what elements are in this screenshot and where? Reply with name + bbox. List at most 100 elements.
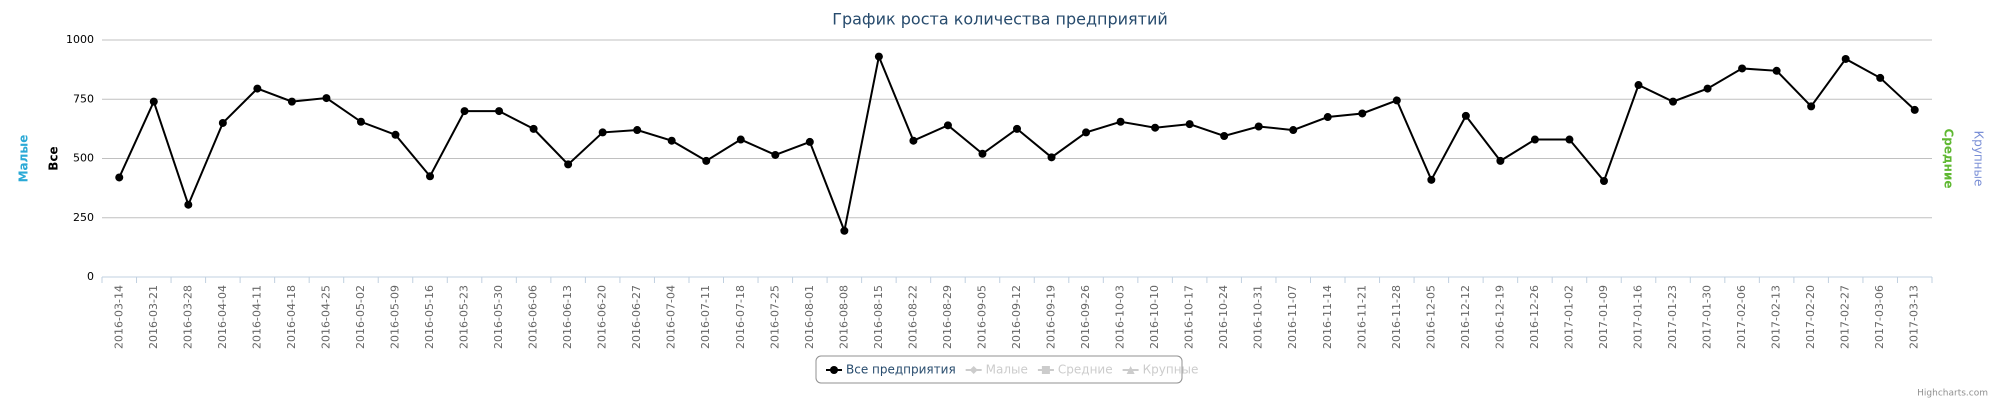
credit[interactable]: Highcharts.com: [1917, 389, 1988, 399]
x-tick-label: 2016-08-29: [941, 285, 954, 349]
point: [1220, 131, 1229, 140]
point: [736, 135, 745, 144]
y-axis-title: Малые: [17, 135, 31, 183]
x-tick-label: 2016-06-13: [561, 285, 574, 349]
point: [1669, 97, 1678, 106]
x-tick-label: 2016-12-19: [1493, 285, 1506, 349]
x-tick-label: 2016-05-16: [423, 285, 436, 349]
point: [909, 136, 918, 145]
x-tick-label: 2016-11-07: [1286, 285, 1299, 349]
x-tick-label: 2017-01-09: [1597, 285, 1610, 349]
x-tick-label: 2016-10-10: [1148, 285, 1161, 349]
point: [1841, 54, 1850, 63]
x-tick-label: 2016-12-26: [1528, 285, 1541, 349]
x-tick-label: 2016-08-01: [803, 285, 816, 349]
x-tick-label: 2016-10-03: [1114, 285, 1127, 349]
point: [1013, 124, 1021, 133]
x-tick-label: 2016-12-05: [1424, 285, 1437, 349]
x-tick-label: 2017-01-16: [1632, 285, 1645, 349]
point: [218, 118, 227, 127]
point: [805, 137, 814, 146]
x-tick-label: 2016-06-06: [527, 285, 540, 349]
x-tick-label: 2016-04-18: [285, 285, 298, 349]
x-tick-label: 2017-02-06: [1735, 285, 1748, 349]
point: [322, 94, 331, 103]
y-tick-label: 500: [73, 152, 94, 165]
x-tick-label: 2016-10-31: [1252, 285, 1265, 349]
x-tick-label: 2017-02-27: [1839, 285, 1852, 349]
x-tick-label: 2016-06-27: [630, 285, 643, 349]
point: [1461, 111, 1470, 120]
point: [1910, 105, 1919, 114]
x-tick-label: 2016-09-19: [1045, 285, 1058, 349]
point: [771, 150, 780, 159]
x-tick-label: 2016-03-28: [181, 285, 194, 349]
point: [1703, 84, 1712, 93]
point: [1772, 66, 1781, 75]
point: [1116, 117, 1125, 126]
x-tick-label: 2016-04-11: [250, 285, 263, 349]
point: [978, 149, 987, 158]
point: [356, 117, 365, 126]
y-axis-title: Все: [47, 146, 61, 170]
x-tick-label: 2017-02-20: [1804, 285, 1817, 349]
point: [495, 107, 504, 116]
x-tick-label: 2016-09-12: [1010, 285, 1023, 349]
point: [633, 126, 642, 135]
x-tick-label: 2016-09-26: [1079, 285, 1092, 349]
x-tick-label: 2016-07-11: [699, 285, 712, 349]
point: [253, 84, 262, 93]
legend-symbol: [969, 366, 978, 374]
legend-label[interactable]: Все предприятия: [846, 363, 956, 377]
x-tick-label: 2016-05-23: [458, 285, 471, 349]
x-tick-label: 2017-01-30: [1701, 285, 1714, 349]
x-tick-label: 2016-07-25: [768, 285, 781, 349]
point: [1358, 109, 1367, 118]
point: [1530, 135, 1539, 144]
series-line: [118, 53, 1916, 235]
x-tick-label: 2016-08-22: [906, 285, 919, 349]
point: [391, 130, 400, 139]
y2-axis-title: Средние: [1942, 128, 1956, 188]
x-tick-label: 2016-08-15: [872, 285, 885, 349]
point: [115, 173, 124, 182]
legend-label[interactable]: Малые: [986, 363, 1028, 377]
point: [1807, 102, 1816, 111]
legend-label[interactable]: Крупные: [1143, 363, 1199, 377]
x-tick-label: 2016-11-28: [1390, 285, 1403, 349]
point: [149, 97, 158, 106]
x-tick-label: 2017-01-23: [1666, 285, 1679, 349]
point: [529, 124, 538, 133]
point: [702, 156, 711, 165]
point: [667, 136, 676, 145]
y-tick-label: 750: [73, 92, 94, 105]
x-tick-label: 2017-01-02: [1562, 285, 1575, 349]
y-tick-label: 250: [73, 211, 94, 224]
x-tick-label: 2016-05-02: [354, 285, 367, 349]
chart-title: График роста количества предприятий: [832, 10, 1168, 29]
point: [1047, 153, 1056, 162]
x-tick-label: 2016-05-30: [492, 285, 505, 349]
point: [1323, 113, 1332, 122]
x-tick-label: 2016-11-21: [1355, 285, 1368, 349]
x-tick-label: 2016-09-05: [975, 285, 988, 349]
x-tick-label: 2016-07-18: [734, 285, 747, 349]
point: [1496, 156, 1505, 165]
point: [1185, 120, 1194, 129]
x-tick-label: 2016-04-25: [319, 285, 332, 349]
x-tick-label: 2016-10-17: [1183, 285, 1196, 349]
point: [598, 128, 607, 137]
legend-label[interactable]: Средние: [1058, 363, 1113, 377]
point: [1427, 175, 1436, 184]
point: [1254, 122, 1263, 131]
point: [1565, 135, 1574, 144]
x-tick-label: 2017-02-13: [1770, 285, 1783, 349]
x-tick-label: 2017-03-06: [1873, 285, 1886, 349]
point: [564, 160, 573, 169]
point: [460, 107, 469, 116]
x-tick-label: 2016-08-08: [837, 285, 850, 349]
x-tick-label: 2016-06-20: [596, 285, 609, 349]
x-tick-label: 2016-03-21: [147, 285, 160, 349]
legend-symbol: [1126, 366, 1135, 374]
